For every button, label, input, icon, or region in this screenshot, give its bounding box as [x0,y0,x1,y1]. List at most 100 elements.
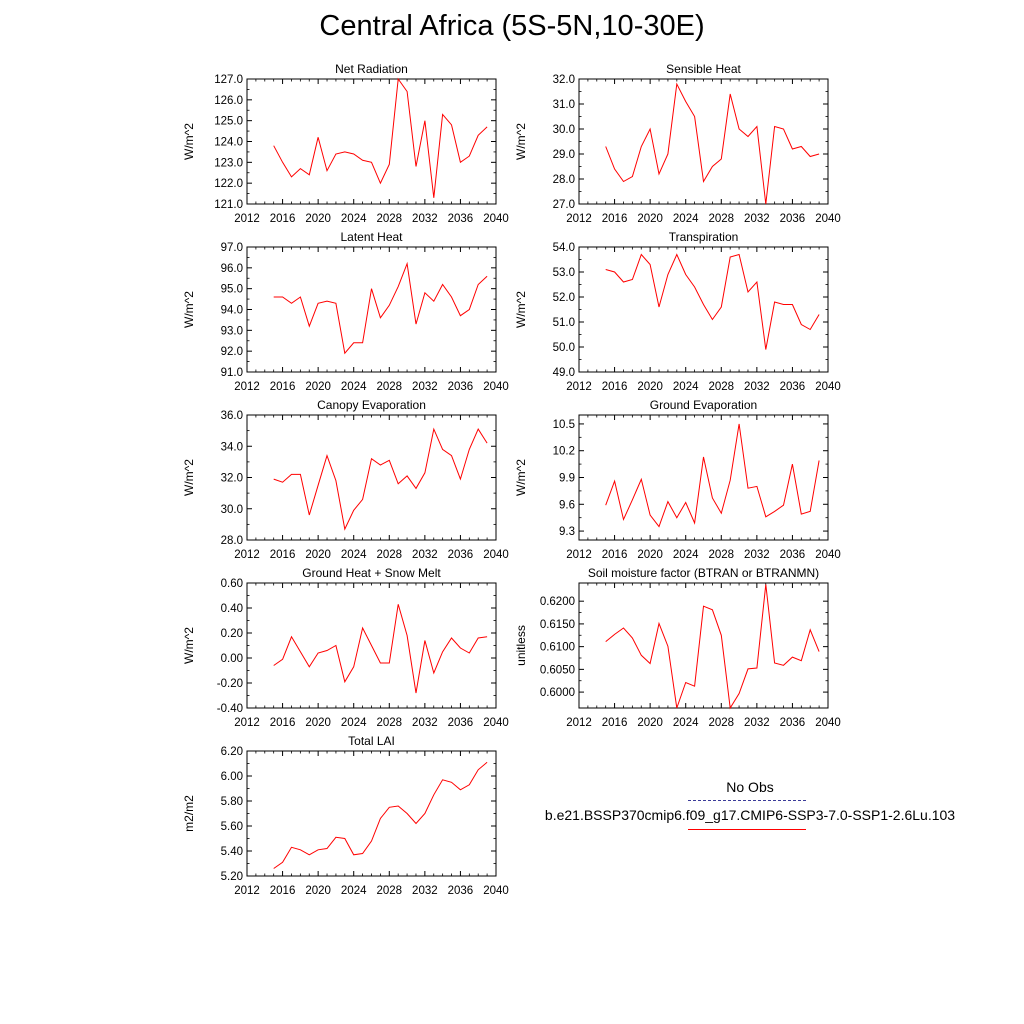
y-tick-label: 51.0 [553,317,575,329]
x-tick-label: 2012 [234,213,260,225]
x-tick-label: 2036 [780,213,806,225]
x-tick-label: 2020 [637,381,663,393]
x-tick-label: 2040 [815,717,841,729]
x-tick-label: 2036 [448,717,474,729]
y-tick-label: 0.6200 [540,596,575,608]
x-tick-label: 2020 [637,213,663,225]
y-tick-label: 95.0 [221,284,243,296]
y-tick-label: 9.3 [559,526,575,538]
x-tick-label: 2016 [270,885,296,897]
chart-panel-5: Canopy Evaporation W/m^2 2012 2016 2020 2024 2… [182,398,509,561]
panel-title: Ground Heat + Snow Melt [302,566,441,580]
chart-panel-1: Net Radiation W/m^2 2012 2016 2020 2024 2028 20… [182,62,509,225]
y-axis-label: W/m^2 [514,123,528,160]
y-tick-label: 97.0 [221,242,243,254]
x-tick-label: 2012 [234,549,260,561]
y-tick-label: 6.20 [221,746,243,758]
plot-frame [578,582,829,709]
x-tick-label: 2020 [305,549,331,561]
y-tick-label: 91.0 [221,367,243,379]
plot-frame [578,414,829,541]
y-tick-label: -0.40 [217,703,243,715]
x-tick-label: 2024 [341,381,367,393]
y-tick-label: 30.0 [221,504,243,516]
panel-title: Canopy Evaporation [317,398,426,412]
figure-title: Central Africa (5S-5N,10-30E) [319,10,705,42]
y-tick-label: 123.0 [214,157,243,169]
plot-frame [246,750,497,877]
x-tick-label: 2032 [412,381,438,393]
x-tick-label: 2024 [341,549,367,561]
y-tick-label: 92.0 [221,346,243,358]
legend-label-model: b.e21.BSSP370cmip6.f09_g17.CMIP6-SSP3-7.… [544,807,956,823]
panel-title: Ground Evaporation [650,398,757,412]
x-tick-label: 2040 [483,213,509,225]
x-tick-label: 2032 [744,549,770,561]
y-tick-label: 6.00 [221,771,243,783]
y-tick-label: 32.0 [221,473,243,485]
x-tick-label: 2024 [341,717,367,729]
x-tick-label: 2016 [270,213,296,225]
x-tick-label: 2028 [708,549,734,561]
x-tick-label: 2036 [448,549,474,561]
series-line [273,761,488,869]
plot-frame [578,78,829,205]
y-tick-label: 93.0 [221,325,243,337]
x-tick-label: 2016 [602,717,628,729]
chart-panel-4: Transpiration W/m^2 2012 2016 2020 2024 2028 20… [514,230,841,393]
x-tick-label: 2028 [708,381,734,393]
x-tick-label: 2012 [234,885,260,897]
y-tick-label: 53.0 [553,267,575,279]
x-tick-label: 2016 [602,549,628,561]
x-tick-label: 2020 [305,381,331,393]
y-tick-label: 49.0 [553,367,575,379]
x-tick-label: 2024 [673,213,699,225]
x-tick-label: 2032 [744,381,770,393]
x-tick-label: 2040 [815,549,841,561]
x-tick-label: 2040 [815,381,841,393]
x-tick-label: 2020 [637,717,663,729]
x-tick-label: 2012 [566,717,592,729]
x-tick-label: 2040 [815,213,841,225]
y-tick-label: 28.0 [553,174,575,186]
x-tick-label: 2020 [305,213,331,225]
plot-frame [578,246,829,373]
y-tick-label: 122.0 [214,178,243,190]
series-line [605,584,820,710]
legend-line-model [688,829,806,830]
x-tick-label: 2036 [448,381,474,393]
x-tick-label: 2012 [234,717,260,729]
y-tick-label: 30.0 [553,124,575,136]
y-tick-label: 0.6000 [540,687,575,699]
x-tick-label: 2020 [305,885,331,897]
y-axis-label: m2/m2 [182,795,196,832]
x-tick-label: 2012 [566,213,592,225]
panel-title: Latent Heat [340,230,403,244]
x-tick-label: 2028 [376,381,402,393]
series-line [273,77,488,198]
series-line [605,253,820,350]
x-tick-label: 2032 [412,549,438,561]
x-tick-label: 2028 [708,717,734,729]
chart-panel-6: Ground Evaporation W/m^2 2012 2016 2020 2024 2… [514,398,841,561]
plot-frame [246,414,497,541]
plot-frame [246,78,497,205]
x-tick-label: 2028 [376,213,402,225]
y-tick-label: 127.0 [214,74,243,86]
y-tick-label: 5.20 [221,871,243,883]
series-line [273,261,488,355]
x-tick-label: 2020 [305,717,331,729]
x-tick-label: 2036 [448,213,474,225]
x-tick-label: 2040 [483,885,509,897]
y-tick-label: 96.0 [221,263,243,275]
y-tick-label: 9.9 [559,473,575,485]
x-tick-label: 2036 [780,381,806,393]
series-line [273,604,488,694]
series-line [605,423,820,528]
y-tick-label: 28.0 [221,535,243,547]
x-tick-label: 2028 [708,213,734,225]
x-tick-label: 2028 [376,549,402,561]
y-tick-label: 5.40 [221,846,243,858]
y-tick-label: 0.40 [221,603,243,615]
y-tick-label: 27.0 [553,199,575,211]
